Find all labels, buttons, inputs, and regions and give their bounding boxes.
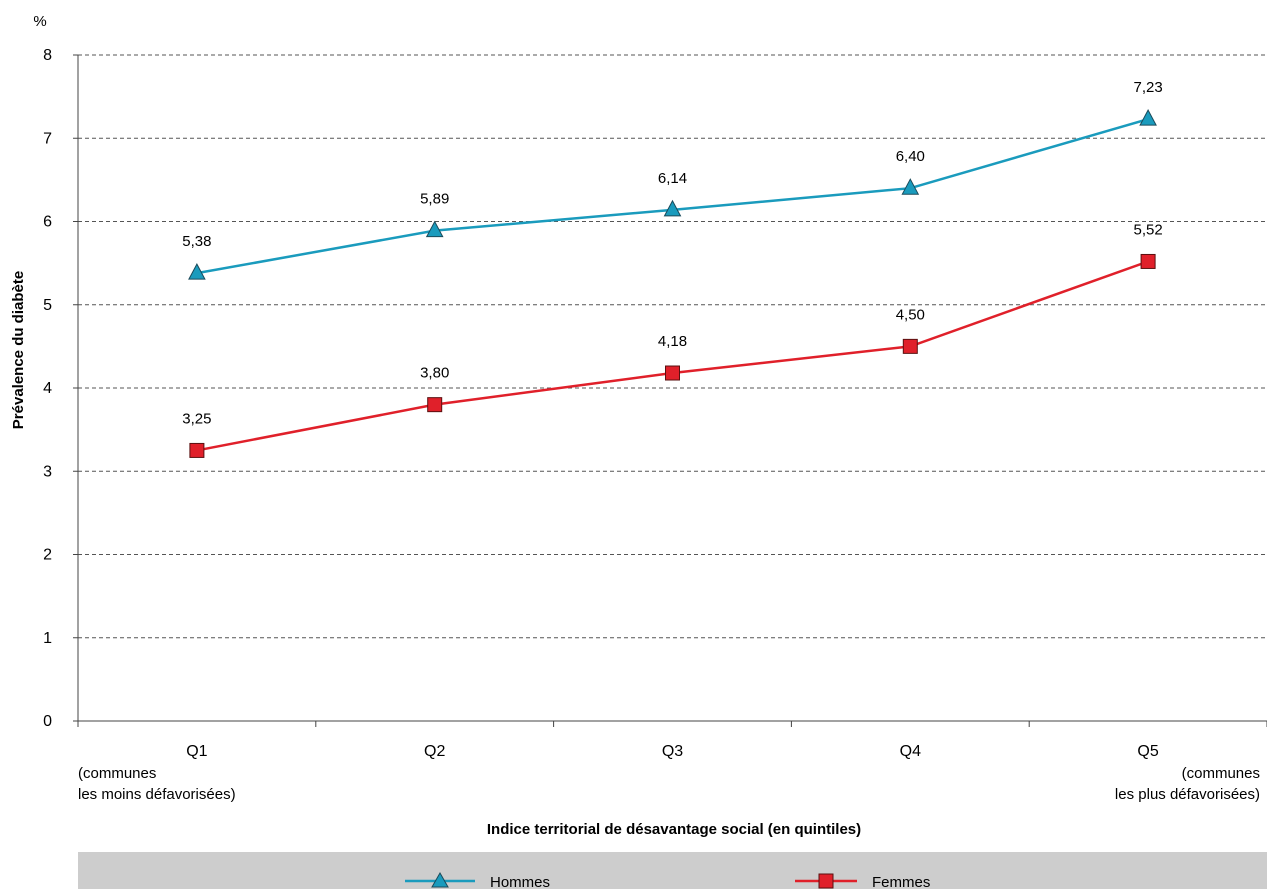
data-label-hommes-q1: 5,38 bbox=[182, 233, 211, 250]
legend: Hommes Femmes bbox=[78, 852, 1267, 889]
data-point-hommes-q2 bbox=[425, 220, 444, 238]
data-label-femmes-q1: 3,25 bbox=[182, 410, 211, 427]
y-tick-label-6: 6 bbox=[43, 214, 52, 231]
data-point-femmes-q2 bbox=[427, 397, 443, 413]
y-tick-label-5: 5 bbox=[43, 297, 52, 314]
data-point-femmes-q4 bbox=[902, 338, 918, 354]
data-point-hommes-q4 bbox=[901, 178, 920, 195]
data-point-hommes-q3 bbox=[663, 199, 682, 217]
data-point-hommes-q5 bbox=[1139, 109, 1157, 126]
data-label-hommes-q3: 6,14 bbox=[658, 170, 687, 187]
first-category-note-line2: les moins défavorisées) bbox=[78, 786, 236, 803]
y-tick-label-2: 2 bbox=[43, 547, 52, 564]
first-category-note-line1: (communes bbox=[78, 765, 156, 782]
x-tick-label-q1: Q1 bbox=[186, 743, 207, 760]
x-axis-title: Indice territorial de désavantage social… bbox=[487, 821, 861, 838]
grid-lines bbox=[78, 54, 1267, 639]
legend-background bbox=[78, 852, 1267, 889]
y-tick-label-1: 1 bbox=[43, 630, 52, 647]
axes: 0 1 2 3 4 5 6 7 8 Q1 Q2 Q3 Q4 Q5 bbox=[43, 47, 1267, 760]
x-tick-label-q4: Q4 bbox=[900, 743, 921, 760]
legend-femmes-label: Femmes bbox=[872, 874, 930, 889]
y-unit-label: % bbox=[33, 13, 46, 30]
data-label-femmes-q2: 3,80 bbox=[420, 365, 449, 382]
series-line-femmes bbox=[196, 260, 1149, 452]
series-line-hommes bbox=[196, 117, 1149, 275]
legend-item-hommes: Hommes bbox=[405, 871, 550, 889]
data-point-femmes-q1 bbox=[189, 442, 205, 458]
y-tick-label-3: 3 bbox=[43, 463, 52, 480]
data-point-hommes-q1 bbox=[188, 263, 206, 280]
data-label-hommes-q4: 6,40 bbox=[896, 148, 925, 165]
data-label-femmes-q4: 4,50 bbox=[896, 306, 925, 323]
data-label-femmes-q3: 4,18 bbox=[658, 333, 687, 350]
legend-hommes-label: Hommes bbox=[490, 874, 550, 889]
y-tick-label-8: 8 bbox=[43, 47, 52, 64]
y-tick-label-7: 7 bbox=[43, 130, 52, 147]
y-tick-label-4: 4 bbox=[43, 380, 52, 397]
x-tick-label-q3: Q3 bbox=[662, 743, 683, 760]
legend-hommes-triangle-marker bbox=[431, 871, 449, 888]
legend-femmes-square-marker bbox=[818, 873, 834, 889]
data-label-femmes-q5: 5,52 bbox=[1133, 221, 1162, 238]
x-tick-label-q5: Q5 bbox=[1137, 743, 1158, 760]
data-point-femmes-q5 bbox=[1140, 253, 1156, 269]
last-category-note-line2: les plus défavorisées) bbox=[1115, 786, 1260, 803]
y-axis-title: Prévalence du diabète bbox=[10, 271, 27, 429]
legend-item-femmes: Femmes bbox=[795, 873, 930, 889]
data-point-femmes-q3 bbox=[665, 365, 680, 381]
series: 5,38 5,89 6,14 6,40 7,23 3,25 3,80 4,18 4,50 5,52 bbox=[182, 79, 1163, 458]
y-tick-label-0: 0 bbox=[43, 713, 52, 730]
data-label-hommes-q2: 5,89 bbox=[420, 191, 449, 208]
last-category-note-line1: (communes bbox=[1182, 765, 1260, 782]
x-tick-label-q2: Q2 bbox=[424, 743, 445, 760]
data-label-hommes-q5: 7,23 bbox=[1133, 79, 1162, 96]
